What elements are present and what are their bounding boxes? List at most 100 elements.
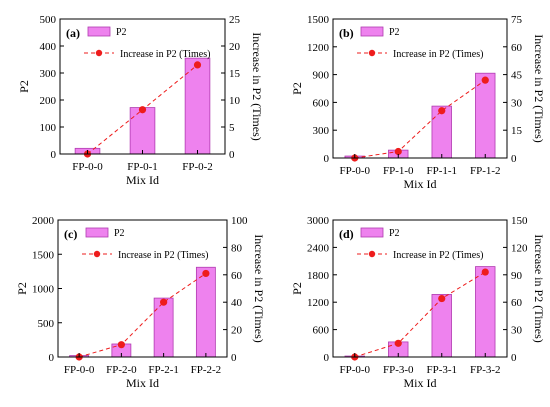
left-tick-label: 1500	[32, 249, 55, 261]
x-tick-label: FP-2-2	[191, 364, 222, 376]
legend-label-bar: P2	[114, 228, 125, 239]
x-tick-label: FP-3-1	[426, 364, 457, 376]
x-tick-label: FP-0-2	[182, 161, 213, 173]
right-tick-label: 15	[511, 125, 523, 137]
left-tick-label: 200	[40, 95, 57, 107]
legend-swatch-marker	[95, 49, 103, 57]
increase-line	[354, 271, 486, 358]
right-tick-label: 0	[231, 352, 237, 364]
left-tick-label: 3000	[307, 215, 330, 227]
right-tick-label: 75	[511, 14, 523, 26]
left-tick-label: 600	[313, 97, 330, 109]
increase-point-FP-1-2	[481, 76, 489, 84]
x-axis-title: Mix Id	[126, 173, 159, 187]
panel-label: (d)	[339, 227, 354, 241]
left-axis-title: P2	[290, 82, 304, 95]
right-tick-label: 20	[231, 325, 243, 337]
legend-label-line: Increase in P2 (Times)	[393, 250, 483, 261]
increase-point-FP-2-2	[202, 269, 210, 278]
x-tick-label: FP-0-0	[64, 364, 95, 376]
legend-swatch-bar	[85, 227, 109, 238]
right-axis-title: Increase in P2 (Times)	[250, 32, 264, 141]
plot-frame	[332, 18, 508, 159]
x-tick-label: FP-2-0	[106, 364, 137, 376]
legend-swatch-bar	[87, 26, 111, 37]
legend-label-bar: P2	[389, 27, 400, 38]
chart-panel-4: 0 600 1200 1800 2400 3000 0 30 60 90 120 150 FP-0-0 F…	[290, 215, 546, 390]
left-axis-title: P2	[290, 282, 304, 295]
x-tick-label: FP-1-1	[426, 165, 457, 177]
right-tick-label: 20	[229, 41, 241, 53]
left-tick-label: 100	[40, 122, 57, 134]
left-tick-label: 1200	[307, 297, 330, 309]
x-tick-label: FP-3-2	[470, 364, 501, 376]
legend-swatch-bar	[360, 26, 384, 37]
increase-point-FP-3-1	[438, 294, 446, 303]
left-tick-label: 500	[38, 318, 55, 330]
left-tick-label: 0	[324, 153, 330, 165]
right-tick-label: 10	[229, 95, 241, 107]
x-tick-label: FP-0-1	[127, 161, 158, 173]
increase-point-FP-0-1	[138, 106, 147, 114]
left-tick-label: 0	[324, 352, 330, 364]
left-axis-title: P2	[15, 282, 29, 295]
legend-label-bar: P2	[116, 27, 127, 38]
x-tick-label: FP-0-0	[72, 161, 103, 173]
left-tick-label: 1200	[307, 42, 330, 54]
legend-label-line: Increase in P2 (Times)	[118, 250, 208, 261]
bar-FP-0-1	[129, 107, 156, 155]
x-tick-label: FP-0-0	[339, 165, 370, 177]
right-tick-label: 30	[511, 325, 523, 337]
right-tick-label: 30	[511, 97, 523, 109]
left-tick-label: 2000	[32, 215, 55, 227]
left-tick-label: 400	[40, 41, 57, 53]
right-tick-label: 120	[511, 242, 528, 254]
legend-label-bar: P2	[389, 228, 400, 239]
left-axis-title: P2	[17, 80, 31, 93]
chart-panel-3: 0 500 1000 1500 2000 0 20 40 60 80 100 FP-0-0 FP-2-0…	[15, 215, 266, 390]
right-tick-label: 60	[511, 42, 523, 54]
right-axis-title: Increase in P2 (Times)	[252, 234, 266, 343]
x-tick-label: FP-1-0	[383, 165, 414, 177]
chart-panel-1: 0 100 200 300 400 500 0 5 10 15 20 25 FP-0-0 FP-0-1 FP…	[17, 14, 264, 187]
panel-label: (c)	[64, 227, 77, 241]
bar-FP-0-2	[184, 57, 211, 155]
increase-point-FP-1-0	[394, 147, 402, 156]
x-tick-label: FP-2-1	[148, 364, 179, 376]
left-tick-label: 1000	[32, 284, 55, 296]
x-axis-title: Mix Id	[404, 376, 437, 390]
left-tick-label: 1500	[307, 14, 330, 26]
right-tick-label: 0	[511, 153, 517, 165]
x-axis-title: Mix Id	[404, 177, 437, 191]
right-tick-label: 150	[511, 215, 528, 227]
right-axis-title: Increase in P2 (Times)	[532, 234, 546, 343]
x-tick-label: FP-0-0	[339, 364, 370, 376]
increase-point-FP-0-2	[193, 61, 202, 69]
chart-panel-2: 0 300 600 900 1200 1500 0 15 30 45 60 75 FP-0-0 FP-1-…	[290, 14, 546, 191]
left-tick-label: 600	[313, 325, 330, 337]
panel-label: (a)	[66, 26, 80, 40]
bar-FP-3-1	[431, 294, 452, 358]
left-tick-label: 2400	[307, 242, 330, 254]
x-tick-label: FP-1-2	[470, 165, 501, 177]
plot-frame	[332, 219, 508, 358]
left-tick-label: 300	[40, 68, 57, 80]
legend-swatch-bar	[360, 227, 384, 238]
right-tick-label: 90	[511, 270, 523, 282]
right-tick-label: 15	[229, 68, 241, 80]
right-tick-label: 45	[511, 70, 523, 82]
left-tick-label: 900	[313, 70, 330, 82]
bar-FP-2-1	[153, 297, 174, 358]
left-tick-label: 300	[313, 125, 330, 137]
left-tick-label: 500	[40, 14, 57, 26]
increase-point-FP-3-0	[394, 339, 402, 347]
right-tick-label: 0	[511, 352, 517, 364]
legend-label-line: Increase in P2 (Times)	[393, 49, 483, 60]
increase-point-FP-1-1	[438, 107, 446, 115]
x-axis-title: Mix Id	[126, 376, 159, 390]
left-tick-label: 0	[51, 149, 57, 161]
bar-FP-3-2	[475, 266, 496, 358]
bar-FP-2-2	[195, 266, 216, 358]
